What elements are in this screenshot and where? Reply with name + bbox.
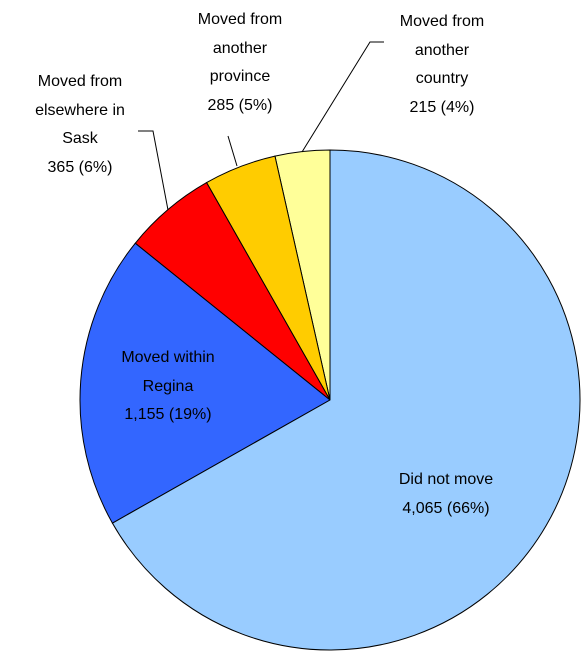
category-label: Moved from elsewhere in Sask [35, 73, 125, 147]
category-label: Moved from another province [197, 11, 283, 85]
value-label: 1,155 (19%) [124, 406, 212, 423]
value-label: 365 (6%) [47, 158, 113, 176]
slice-label: Moved from another province 285 (5%) [185, 6, 295, 120]
leader-line [301, 41, 384, 153]
slice-label: Moved from another country 215 (4%) [387, 8, 497, 122]
category-label: Moved within Regina [121, 349, 215, 395]
category-label: Moved from another country [399, 13, 485, 87]
slice-label: Did not move 4,065 (66%) [391, 466, 501, 523]
slice-label: Moved from elsewhere in Sask 365 (6%) [25, 68, 135, 182]
value-label: 285 (5%) [207, 96, 273, 114]
value-label: 215 (4%) [409, 98, 475, 116]
pie-slice [111, 149, 581, 651]
slice-label: Moved within Regina 1,155 (19%) [113, 344, 223, 430]
category-label: Did not move [398, 471, 494, 488]
pie-slice [79, 242, 331, 524]
value-label: 4,065 (66%) [402, 499, 490, 517]
leader-lines [138, 41, 384, 211]
leader-line [227, 135, 238, 167]
leader-line [138, 130, 169, 211]
